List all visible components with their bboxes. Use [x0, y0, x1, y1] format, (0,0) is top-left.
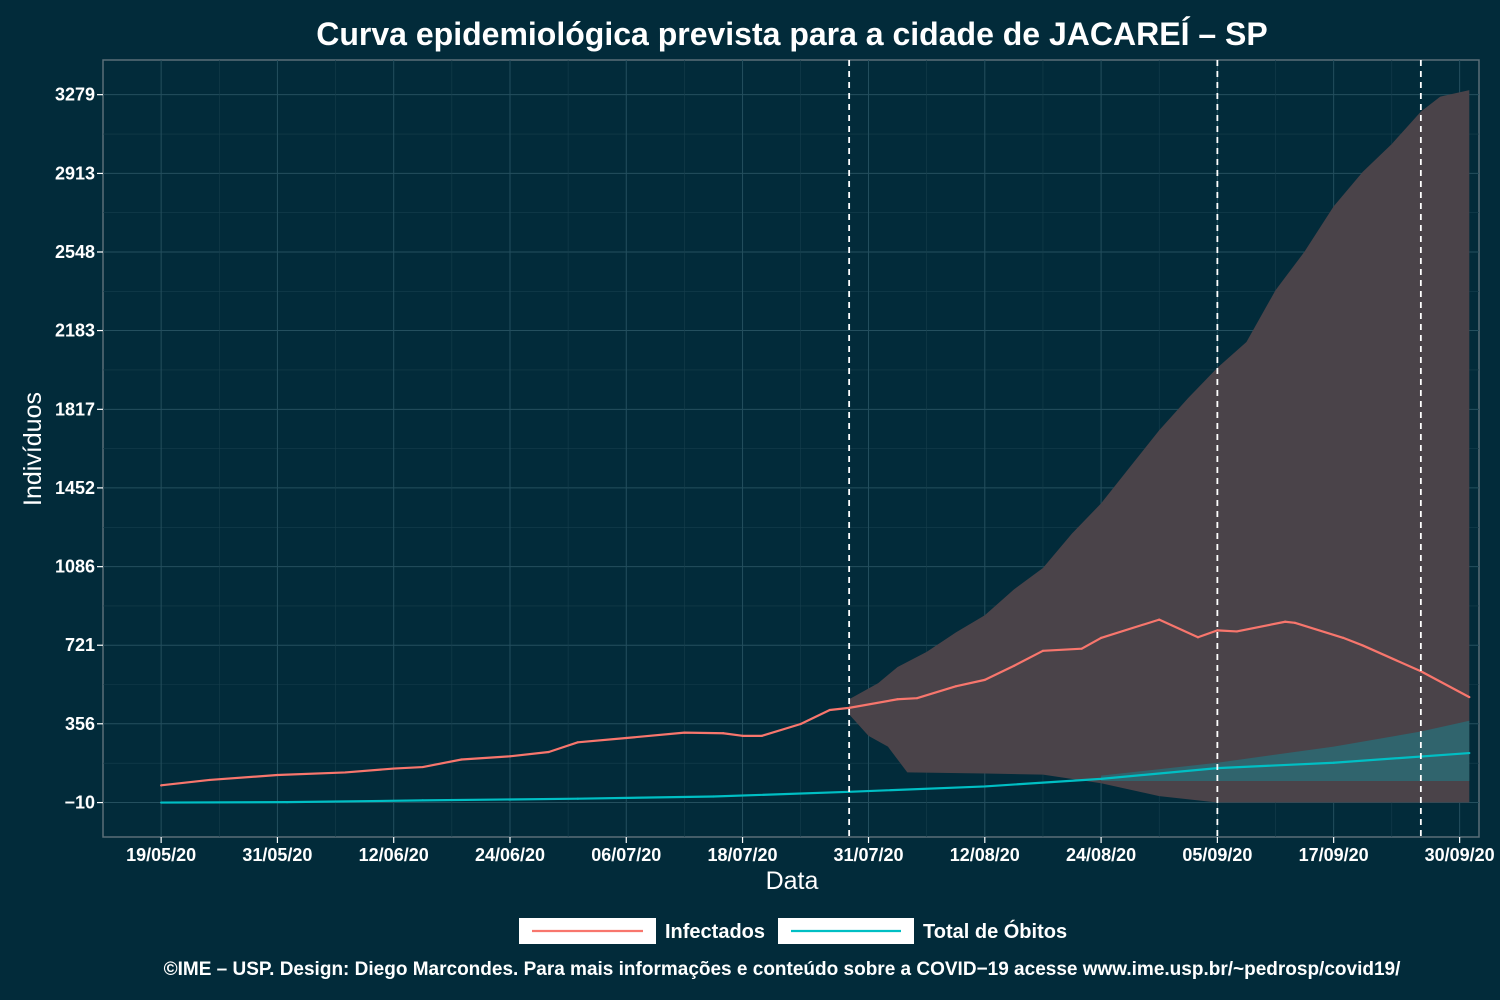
data-point-total-de-bitos — [1468, 751, 1471, 755]
data-point-infectados — [392, 767, 395, 770]
x-tick-label: 30/09/20 — [1425, 845, 1495, 865]
y-axis-label: Indivíduos — [19, 392, 47, 506]
data-point-infectados — [547, 750, 550, 754]
data-point-infectados — [276, 773, 279, 777]
data-point-total-de-bitos — [1099, 777, 1103, 780]
x-tick-label: 18/07/20 — [708, 845, 778, 865]
data-point-infectados — [828, 708, 831, 712]
data-point-infectados — [508, 755, 512, 758]
data-point-infectados — [1196, 636, 1200, 639]
data-point-infectados — [683, 731, 686, 734]
y-axis-ticks: −10 356 721 1086 1452 1817 2183 2548 2913 3279 — [55, 85, 103, 813]
y-tick-label: 721 — [65, 635, 95, 655]
data-point-infectados — [344, 771, 347, 774]
data-point-infectados — [1361, 644, 1364, 647]
data-point-infectados — [208, 778, 211, 782]
y-tick-label: 2913 — [55, 163, 95, 183]
x-tick-label: 12/08/20 — [950, 845, 1020, 865]
data-point-infectados — [1342, 636, 1345, 640]
data-point-infectados — [1468, 695, 1471, 699]
band-infectados — [849, 90, 1470, 803]
x-tick-label: 24/06/20 — [475, 845, 545, 865]
chart-title: Curva epidemiológica prevista para a cid… — [316, 16, 1267, 52]
confidence-bands — [849, 90, 1470, 803]
chart-caption: ©IME – USP. Design: Diego Marcondes. Par… — [164, 959, 1401, 980]
data-point-infectados — [983, 678, 986, 681]
y-tick-label: −10 — [64, 793, 95, 813]
x-tick-label: 05/09/20 — [1182, 845, 1252, 865]
data-point-total-de-bitos — [286, 801, 289, 804]
data-point-infectados — [625, 736, 628, 740]
x-tick-label: 19/05/20 — [126, 845, 196, 865]
data-point-infectados — [1216, 629, 1219, 632]
data-point-total-de-bitos — [160, 801, 163, 804]
data-point-infectados — [896, 698, 899, 701]
data-point-infectados — [1284, 620, 1287, 623]
y-tick-label: 2183 — [55, 321, 95, 341]
data-point-total-de-bitos — [421, 799, 424, 802]
data-point-infectados — [799, 722, 802, 726]
legend: Infectados Total de Óbitos — [519, 918, 1067, 944]
data-point-infectados — [848, 706, 851, 709]
x-tick-label: 17/09/20 — [1299, 845, 1369, 865]
series-line-infectados — [161, 618, 1470, 787]
y-tick-label: 3279 — [55, 85, 95, 105]
x-tick-label: 24/08/20 — [1066, 845, 1136, 865]
x-axis-label: Data — [766, 867, 819, 895]
data-point-infectados — [954, 685, 957, 688]
y-tick-label: 2548 — [55, 242, 95, 262]
legend-label-infectados: Infectados — [665, 921, 765, 943]
data-point-infectados — [1012, 664, 1015, 667]
data-point-infectados — [1041, 649, 1045, 652]
data-point-total-de-bitos — [983, 785, 986, 788]
data-point-infectados — [1080, 647, 1083, 650]
data-point-total-de-bitos — [712, 795, 715, 798]
data-point-infectados — [460, 758, 463, 761]
x-tick-label: 12/06/20 — [359, 845, 429, 865]
data-point-infectados — [1293, 621, 1296, 624]
y-tick-label: 1086 — [55, 557, 95, 577]
x-tick-label: 31/05/20 — [242, 845, 312, 865]
data-point-infectados — [1235, 630, 1238, 633]
data-point-infectados — [741, 734, 744, 737]
x-tick-label: 31/07/20 — [833, 845, 903, 865]
data-point-infectados — [160, 784, 163, 787]
data-point-total-de-bitos — [1332, 761, 1335, 764]
data-point-total-de-bitos — [576, 797, 579, 800]
y-tick-label: 1452 — [55, 478, 95, 498]
data-point-infectados — [760, 734, 764, 737]
y-tick-label: 1817 — [55, 399, 95, 419]
x-tick-label: 06/07/20 — [591, 845, 661, 865]
data-point-infectados — [421, 765, 424, 769]
data-point-infectados — [722, 732, 725, 735]
reference-vlines — [848, 60, 1422, 837]
data-point-infectados — [1099, 636, 1103, 640]
y-tick-label: 356 — [65, 714, 95, 734]
band-total-de-óbitos — [1101, 720, 1470, 782]
data-point-infectados — [1158, 618, 1161, 621]
data-point-infectados — [915, 697, 919, 700]
legend-label-total-de-bitos: Total de Óbitos — [923, 919, 1067, 943]
data-point-infectados — [576, 741, 579, 744]
x-axis-ticks: 19/05/20 31/05/20 12/06/20 24/06/20 06/07/20… — [126, 837, 1495, 865]
